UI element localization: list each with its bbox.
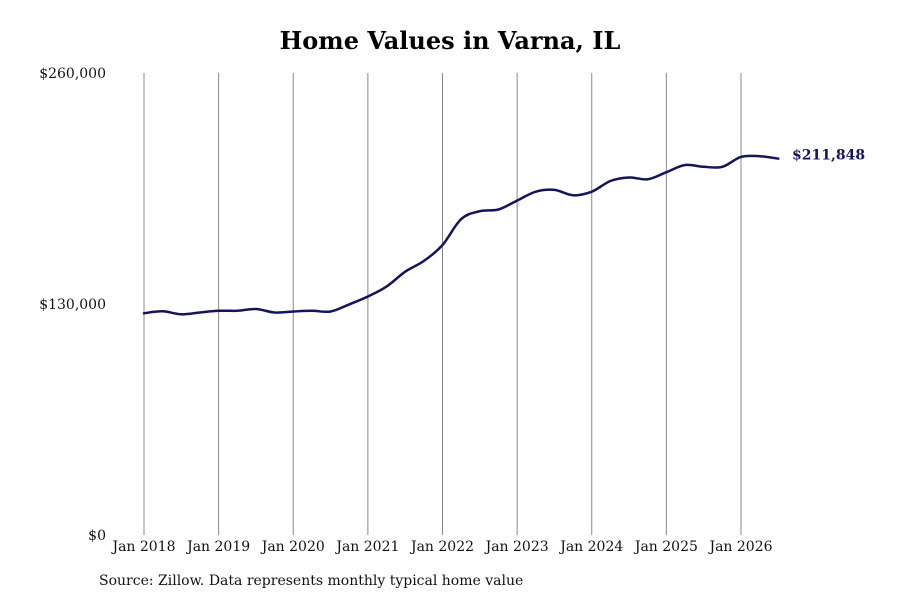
x-tick-label: Jan 2019: [185, 539, 250, 555]
end-value-label: $211,848: [792, 148, 865, 164]
x-tick-label: Jan 2020: [260, 539, 325, 555]
x-tick-label: Jan 2025: [633, 539, 698, 555]
x-tick-label: Jan 2021: [334, 539, 399, 555]
x-tick-label: Jan 2023: [484, 539, 549, 555]
source-note: Source: Zillow. Data represents monthly …: [99, 573, 524, 589]
x-tick-label: Jan 2022: [409, 539, 474, 555]
y-tick-label: $260,000: [39, 66, 106, 82]
y-tick-label: $0: [88, 528, 106, 544]
x-tick-label: Jan 2018: [110, 539, 175, 555]
home-value-line: [142, 154, 780, 316]
x-tick-label: Jan 2024: [558, 539, 623, 555]
chart-title: Home Values in Varna, IL: [279, 26, 621, 55]
y-tick-label: $130,000: [39, 297, 106, 313]
x-tick-label: Jan 2026: [707, 539, 772, 555]
